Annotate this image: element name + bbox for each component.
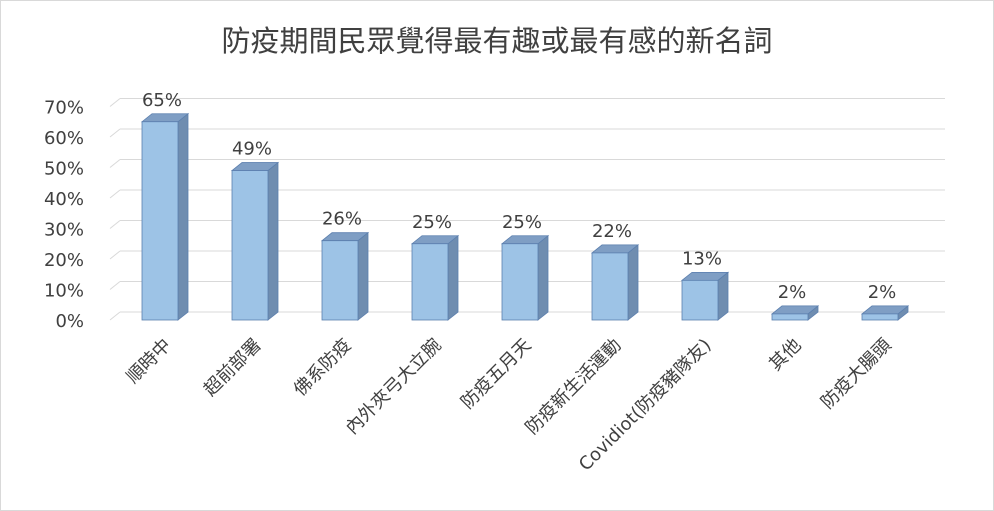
y-tick-label: 60%: [44, 128, 84, 149]
bar: [230, 161, 280, 321]
bar-side: [627, 244, 639, 321]
gridline-depth: [109, 189, 121, 199]
y-tick-label: 50%: [44, 159, 84, 180]
bar-front: [861, 313, 899, 321]
bar-front: [501, 243, 539, 321]
y-tick-label: 0%: [55, 311, 84, 332]
data-label: 65%: [142, 90, 182, 111]
gridline-depth: [109, 128, 121, 138]
y-tick-label: 40%: [44, 189, 84, 210]
data-label: 25%: [502, 212, 542, 233]
bar-front: [321, 240, 359, 321]
bar: [140, 112, 190, 321]
x-tick-label: 順時中: [123, 335, 176, 388]
chart-title: 防疫期間民眾覺得最有趣或最有感的新名詞: [221, 24, 773, 58]
x-tick-label: 佛系防疫: [290, 335, 356, 401]
data-label: 22%: [592, 221, 632, 242]
y-tick-label: 20%: [44, 250, 84, 271]
bar-side: [177, 112, 189, 321]
gridline-depth: [109, 98, 121, 107]
x-tick-label: 其他: [765, 335, 805, 375]
x-tick-label: 超前部署: [200, 335, 266, 401]
bar: [410, 234, 460, 321]
data-label: 2%: [868, 282, 897, 303]
bar: [770, 305, 820, 321]
bar-side: [447, 234, 459, 321]
bar-front: [681, 279, 719, 321]
bar: [320, 231, 370, 321]
bar-front: [141, 121, 179, 321]
bar: [590, 244, 640, 321]
data-label: 2%: [778, 282, 807, 303]
gridline-depth: [109, 311, 121, 321]
gridline-depth: [109, 250, 121, 260]
bars: [140, 112, 910, 321]
gridline-depth: [109, 220, 121, 229]
gridline-depth: [109, 281, 121, 290]
bar-side: [267, 161, 279, 321]
bar: [860, 305, 910, 321]
data-label: 25%: [412, 212, 452, 233]
y-tick-label: 70%: [44, 98, 84, 119]
bar: [500, 234, 550, 321]
gridline-depth: [109, 159, 121, 168]
y-tick-label: 30%: [44, 220, 84, 241]
bar-front: [591, 252, 629, 321]
bar-front: [771, 313, 809, 321]
bar: [680, 271, 730, 321]
data-label: 26%: [322, 209, 362, 230]
data-label: 13%: [682, 248, 722, 269]
bar-front: [411, 243, 449, 321]
data-labels: 65% 49% 26% 25% 25% 22% 13% 2% 2%: [142, 90, 896, 303]
x-tick-label: 防疫大腸頭: [817, 335, 895, 413]
y-tick-label: 10%: [44, 281, 84, 302]
bar-front: [231, 170, 269, 321]
x-tick-label: 內外夾弓大立腕: [342, 335, 446, 439]
y-axis-ticks: 0% 10% 20% 30% 40% 50% 60% 70%: [44, 98, 84, 333]
bar-side: [537, 234, 549, 321]
data-label: 49%: [232, 139, 272, 160]
x-tick-label: 防疫新生活運動: [522, 335, 626, 439]
bar-side: [357, 231, 369, 321]
x-tick-label: 防疫五月天: [457, 335, 535, 413]
